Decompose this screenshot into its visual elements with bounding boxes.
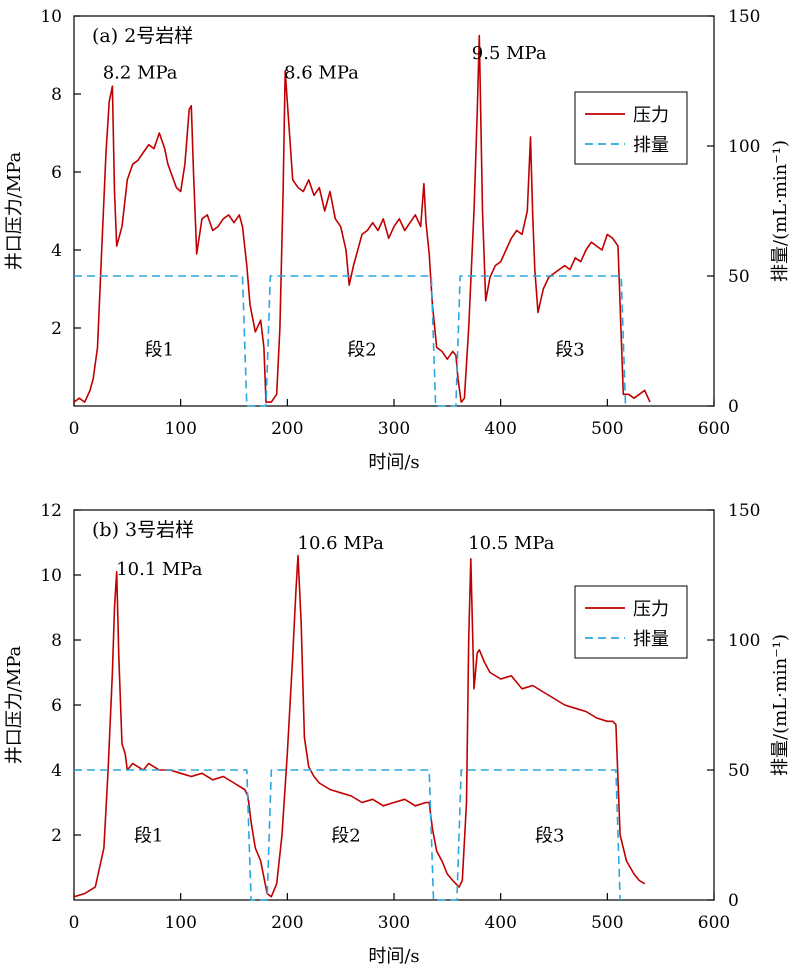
y-right-axis-title: 排量/(mL·min⁻¹) — [770, 140, 791, 282]
chart-panel-a: 0 100 200 300 400 500 600246810050100150时间/s井口… — [4, 7, 791, 473]
series-line-flow-rate — [74, 769, 621, 901]
y-left-tick-label: 8 — [51, 631, 62, 651]
panel-title: (b) 3号岩样 — [92, 519, 194, 541]
legend-label: 压力 — [633, 105, 669, 126]
x-axis-title: 时间/s — [368, 946, 419, 967]
annotation-label: 10.5 MPa — [468, 533, 555, 554]
annotation-label: 段3 — [555, 339, 584, 360]
legend-label: 排量 — [633, 135, 669, 156]
chart-panel-b: 0 100 200 300 400 500 600 2 4 6 8 10 12 0 50 100 150 时间/s… — [4, 501, 791, 967]
x-tick-label: 400 — [484, 913, 516, 933]
x-axis-title: 时间/s — [368, 452, 419, 473]
x-tick-label: 600 — [698, 419, 730, 439]
x-tick-label: 0 — [69, 419, 80, 439]
legend-label: 排量 — [633, 629, 669, 650]
x-tick-label: 500 — [591, 913, 623, 933]
x-tick-label: 300 — [378, 913, 410, 933]
annotation-label: 8.2 MPa — [103, 62, 178, 83]
x-tick-label: 400 — [484, 419, 516, 439]
x-tick-label: 200 — [271, 913, 303, 933]
x-tick-label: 600 — [698, 913, 730, 933]
series-line-pressure — [73, 34, 651, 403]
y-right-tick-label: 100 — [728, 137, 760, 157]
legend-box — [574, 585, 688, 659]
annotation-label: 段1 — [145, 339, 174, 360]
annotation-label: 9.5 MPa — [472, 43, 547, 64]
y-left-tick-label: 6 — [51, 163, 62, 183]
x-tick-label: 200 — [271, 419, 303, 439]
annotation-label: 10.6 MPa — [298, 533, 385, 554]
annotation-label: 段1 — [134, 826, 163, 847]
x-tick-label: 100 — [164, 913, 196, 933]
y-right-axis-title: 排量/(mL·min⁻¹) — [770, 634, 791, 776]
series-line-pressure — [73, 554, 646, 898]
series-line-flow-rate — [74, 275, 627, 407]
y-left-tick-label: 2 — [51, 826, 62, 846]
annotation-label: 8.6 MPa — [284, 62, 359, 83]
y-right-tick-label: 150 — [728, 7, 760, 27]
legend-box — [574, 91, 688, 165]
y-left-tick-label: 12 — [40, 501, 62, 521]
legend-label: 压力 — [633, 599, 669, 620]
annotation-label: 10.1 MPa — [116, 559, 203, 580]
annotation-label: 段2 — [347, 339, 376, 360]
y-right-tick-label: 50 — [728, 267, 750, 287]
y-left-tick-label: 8 — [51, 85, 62, 105]
x-tick-label: 300 — [378, 419, 410, 439]
y-left-tick-label: 4 — [51, 241, 62, 261]
y-right-tick-label: 100 — [728, 631, 760, 651]
panel-title: (a) 2号岩样 — [92, 25, 193, 47]
annotation-label: 段2 — [331, 826, 360, 847]
y-left-tick-label: 10 — [40, 7, 62, 27]
y-left-tick-label: 10 — [40, 566, 62, 586]
y-left-axis-title: 井口压力/MPa — [4, 645, 25, 764]
y-left-tick-label: 6 — [51, 696, 62, 716]
x-tick-label: 100 — [164, 419, 196, 439]
annotation-label: 段3 — [535, 826, 564, 847]
x-tick-label: 500 — [591, 419, 623, 439]
y-left-axis-title: 井口压力/MPa — [4, 151, 25, 270]
y-left-tick-label: 2 — [51, 319, 62, 339]
y-right-tick-label: 50 — [728, 761, 750, 781]
y-left-tick-label: 4 — [51, 761, 62, 781]
y-right-tick-label: 0 — [728, 891, 739, 911]
y-right-tick-label: 0 — [728, 397, 739, 417]
x-tick-label: 0 — [69, 913, 80, 933]
y-right-tick-label: 150 — [728, 501, 760, 521]
